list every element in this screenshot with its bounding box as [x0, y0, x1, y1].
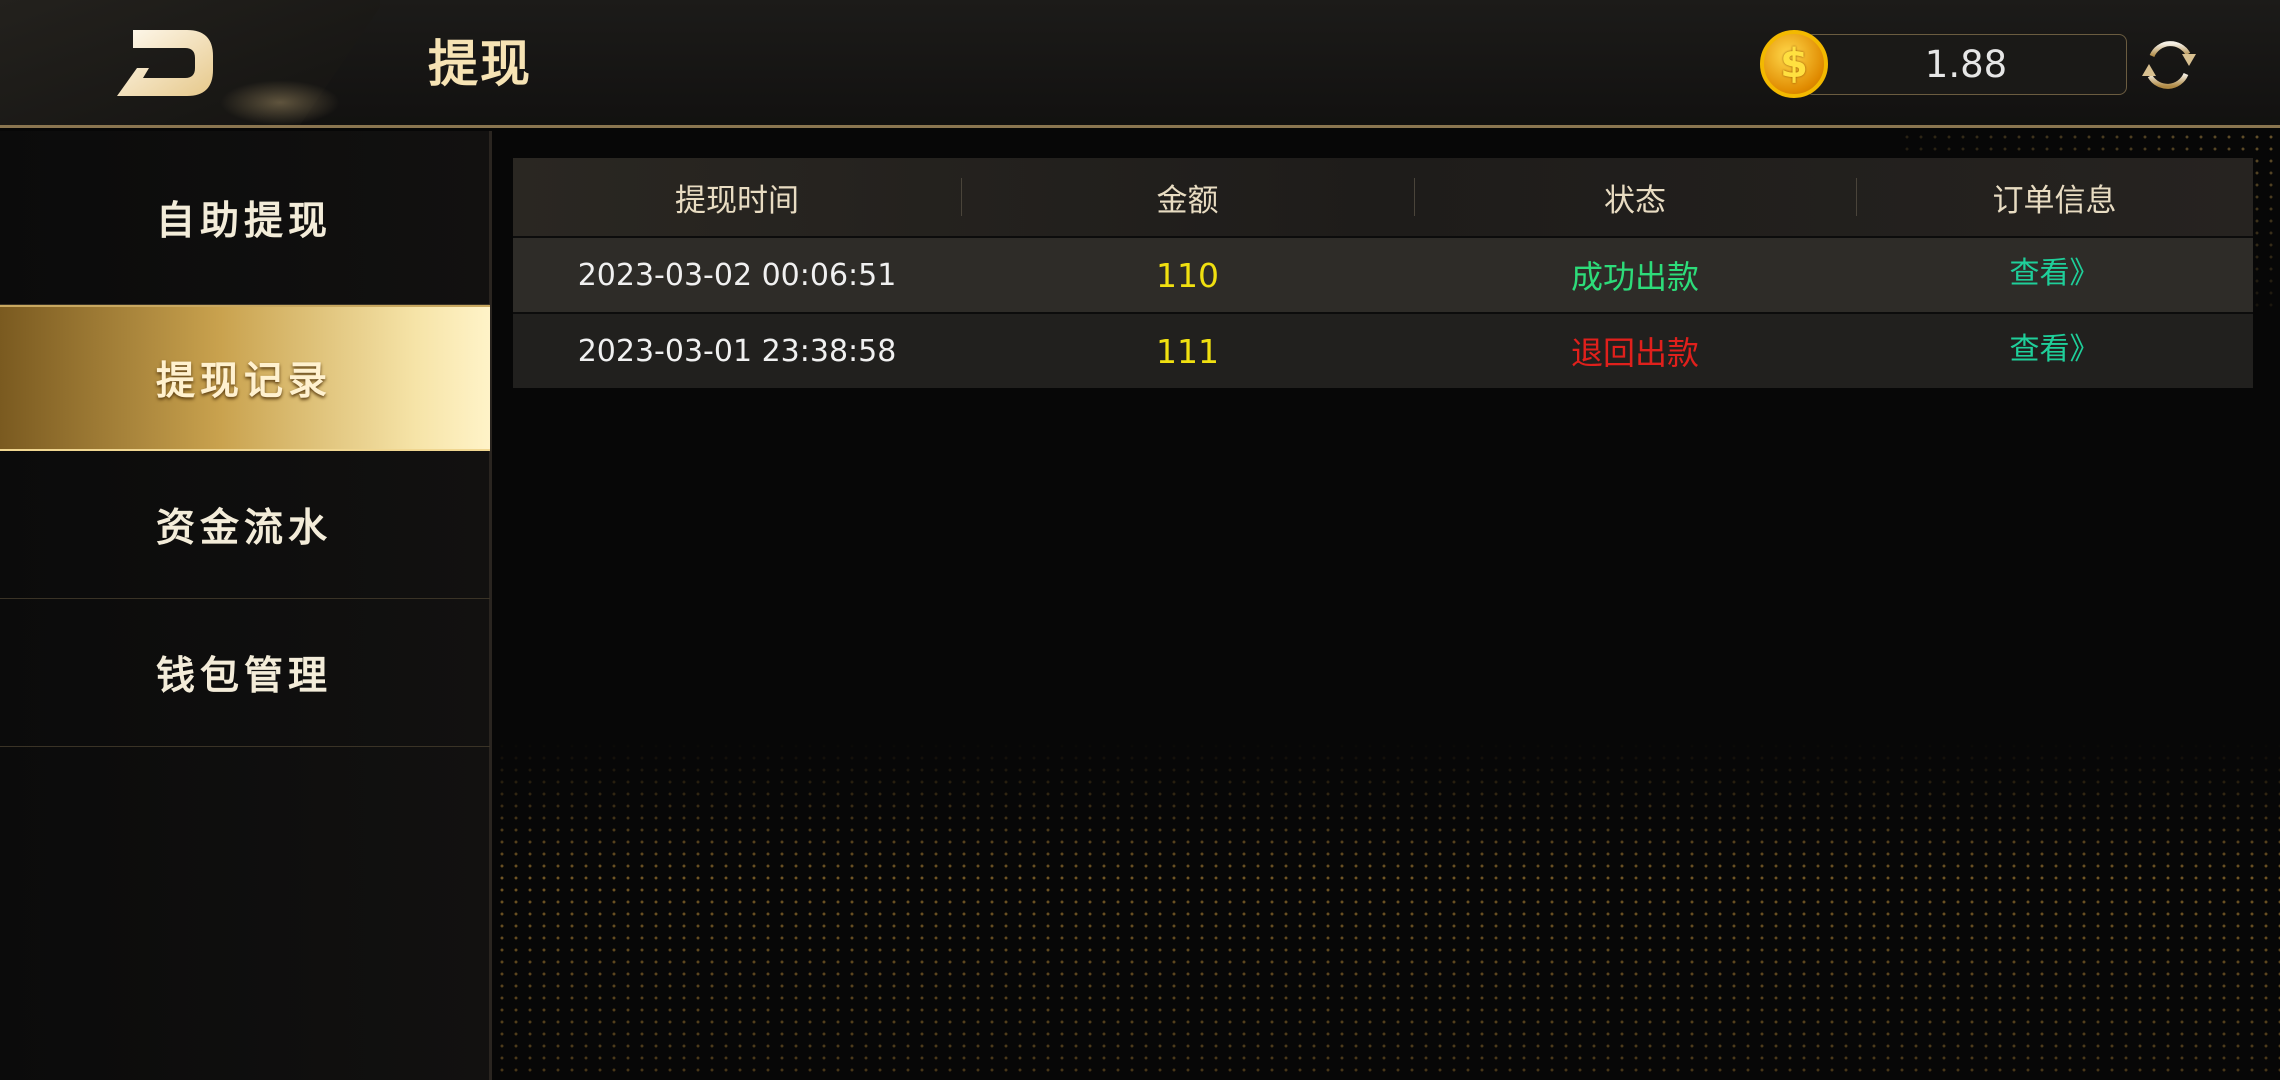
sidebar-item-label: 钱包管理 — [156, 653, 333, 699]
sidebar-item-wallet-management[interactable]: 钱包管理 — [0, 599, 490, 747]
amount-cell: 110 — [1156, 255, 1219, 295]
dollar-coin-icon: $ — [1760, 30, 1828, 98]
sidebar-item-label: 提现记录 — [156, 359, 333, 404]
balance-display: 1.88 — [1805, 34, 2127, 95]
top-bar: 提现 $ 1.88 — [0, 0, 2280, 128]
refresh-icon[interactable] — [2138, 34, 2200, 96]
logo-glow — [220, 80, 340, 125]
time-cell: 2023-03-01 23:38:58 — [577, 333, 897, 369]
withdraw-records-table: 提现时间 金额 状态 订单信息 2023-03-02 00:06:51 110 … — [513, 158, 2253, 388]
sidebar-item-label: 资金流水 — [156, 505, 333, 551]
page-title: 提现 — [428, 35, 532, 93]
table-row: 2023-03-01 23:38:58 111 退回出款 查看》 — [513, 312, 2253, 388]
column-header-time: 提现时间 — [675, 182, 799, 219]
back-logo-icon[interactable] — [115, 28, 215, 98]
sidebar: 自助提现 提现记录 资金流水 钱包管理 — [0, 131, 492, 1080]
column-header-amount: 金额 — [961, 158, 1414, 236]
sidebar-item-withdraw-records[interactable]: 提现记录 — [0, 305, 490, 451]
sidebar-item-fund-flow[interactable]: 资金流水 — [0, 451, 490, 599]
view-order-link[interactable]: 查看》 — [2009, 332, 2100, 367]
amount-cell: 111 — [1156, 331, 1219, 371]
dot-background — [495, 740, 2280, 1080]
table-row: 2023-03-02 00:06:51 110 成功出款 查看》 — [513, 236, 2253, 312]
status-cell: 退回出款 — [1570, 334, 1699, 372]
status-cell: 成功出款 — [1570, 258, 1699, 296]
sidebar-item-label: 自助提现 — [156, 198, 333, 244]
table-header: 提现时间 金额 状态 订单信息 — [513, 158, 2253, 236]
view-order-link[interactable]: 查看》 — [2009, 256, 2100, 291]
time-cell: 2023-03-02 00:06:51 — [577, 257, 897, 293]
sidebar-item-self-withdraw[interactable]: 自助提现 — [0, 131, 490, 305]
column-header-order-info: 订单信息 — [1856, 158, 2253, 236]
balance-value: 1.88 — [1924, 43, 2008, 86]
column-header-status: 状态 — [1414, 158, 1856, 236]
